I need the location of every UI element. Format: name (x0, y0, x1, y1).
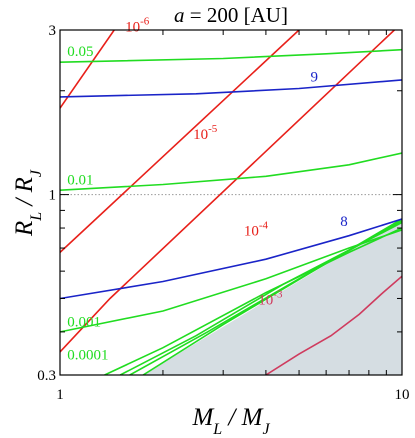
y-axis-label: RL / RJ (11, 169, 45, 237)
series-line-8 (60, 218, 402, 300)
plot-frame (59, 29, 403, 376)
y-tick-label: 0.3 (37, 368, 56, 384)
x-tick-label: 10 (395, 387, 410, 403)
y-tick-label: 3 (49, 23, 57, 39)
series-label-10-6: 10-6 (125, 16, 150, 36)
series-line-0-0001 (104, 227, 402, 375)
series-label-8: 8 (340, 214, 348, 230)
series-label-0-001: 0.001 (67, 314, 101, 330)
series-line-10-5 (60, 30, 300, 253)
y-tick-label: 1 (49, 188, 57, 204)
series-line-unlabeled-10 (142, 218, 402, 375)
series-line-0-05 (60, 48, 402, 63)
series-line-10-3 (265, 275, 402, 375)
series-line-0-001 (60, 229, 402, 333)
series-label-0-05: 0.05 (67, 44, 93, 60)
series-line-10-4 (60, 30, 395, 353)
series-label-10-4: 10-4 (244, 220, 269, 240)
series-label-9: 9 (311, 69, 319, 85)
chart-title: a = 200 [AU] (174, 3, 288, 27)
x-axis-label: ML / MJ (191, 404, 270, 438)
series-label-10-3: 10-3 (258, 289, 283, 309)
chart-title-text: = 200 [AU] (190, 3, 288, 27)
chart-title-var: a (174, 3, 185, 27)
x-tick-label: 1 (56, 387, 64, 403)
series-line-9 (60, 79, 402, 98)
series-label-10-5: 10-5 (193, 123, 218, 143)
series-label-0-0001: 0.0001 (67, 347, 108, 363)
series-line-0-01 (60, 152, 402, 191)
series-line-10-6 (60, 30, 115, 109)
series-label-0-01: 0.01 (67, 173, 93, 189)
